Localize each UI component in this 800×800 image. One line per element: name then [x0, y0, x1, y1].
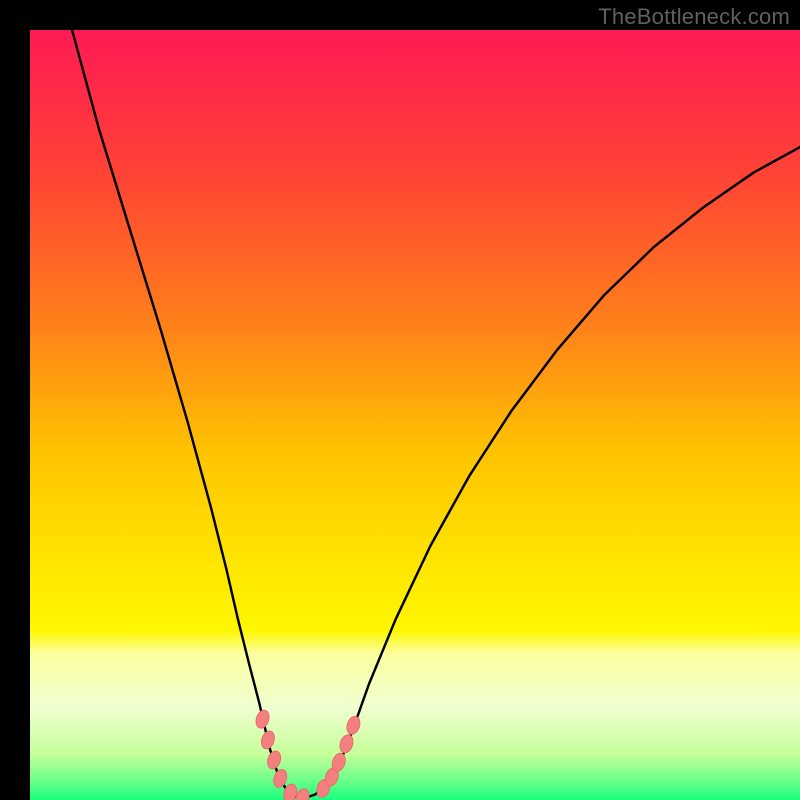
chart-container: { "watermark": { "text": "TheBottleneck.…	[0, 0, 800, 800]
plot-area	[30, 30, 800, 800]
marker-point	[338, 733, 355, 754]
curve-markers	[254, 708, 362, 800]
marker-point	[259, 729, 276, 750]
curve-layer	[30, 30, 800, 800]
marker-point	[345, 715, 362, 736]
bottleneck-curve	[71, 30, 800, 798]
watermark-text: TheBottleneck.com	[598, 4, 790, 30]
marker-point	[265, 749, 282, 770]
marker-point	[254, 708, 271, 729]
marker-point	[272, 768, 289, 789]
